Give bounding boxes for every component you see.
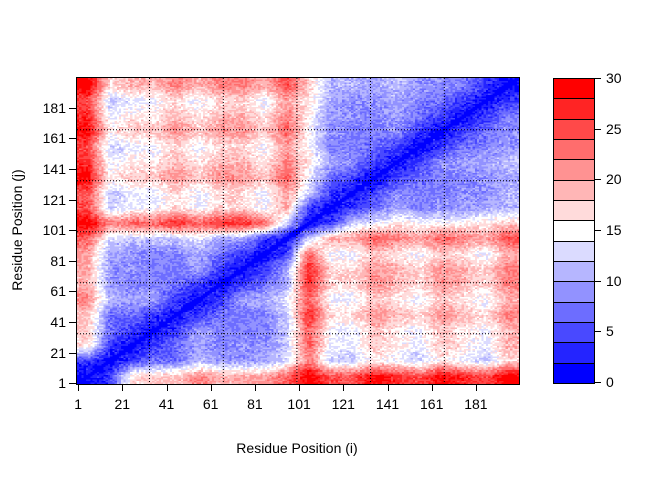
x-axis-tick xyxy=(210,385,212,391)
x-axis-tick xyxy=(475,385,477,391)
colorbar-segment xyxy=(554,99,594,120)
y-axis-tick xyxy=(69,138,76,140)
x-tick-label: 101 xyxy=(287,396,311,412)
y-axis-title: Residue Position (j) xyxy=(9,169,25,291)
y-axis-tick xyxy=(69,383,76,385)
x-tick-label: 41 xyxy=(158,396,175,412)
y-axis-tick xyxy=(69,291,76,293)
x-tick-label: 121 xyxy=(331,396,355,412)
colorbar-segment xyxy=(554,261,594,283)
colorbar-segment xyxy=(554,282,594,303)
colorbar-segment xyxy=(554,200,594,222)
grid-overlay xyxy=(77,78,519,384)
y-tick-label: 21 xyxy=(50,344,66,361)
y-tick-label: 41 xyxy=(50,314,66,330)
y-tick-label: 61 xyxy=(50,283,66,300)
heatmap-canvas xyxy=(77,78,519,384)
colorbar-segment xyxy=(554,343,594,364)
y-tick-label: 161 xyxy=(42,130,66,147)
colorbar-tick xyxy=(594,280,601,282)
plot-box xyxy=(76,77,520,385)
colorbar-tick-label: 15 xyxy=(606,222,622,238)
y-tick-label: 1 xyxy=(58,375,66,392)
colorbar-tick-label: 0 xyxy=(606,374,614,390)
y-axis-tick xyxy=(69,107,76,109)
y-tick-label: 121 xyxy=(42,191,66,208)
y-tick-label: 141 xyxy=(42,161,66,177)
colorbar-segment xyxy=(554,160,594,181)
x-tick-label: 161 xyxy=(420,396,444,412)
y-axis-tick xyxy=(69,260,76,262)
x-tick-label: 21 xyxy=(114,396,131,412)
colorbar-tick-label: 20 xyxy=(606,171,622,188)
x-axis-tick xyxy=(78,385,80,391)
colorbar-segment xyxy=(554,221,594,242)
colorbar-tick xyxy=(594,230,601,231)
x-axis-tick xyxy=(166,385,168,391)
y-tick-label: 181 xyxy=(42,99,66,116)
colorbar-segment xyxy=(554,302,594,323)
y-tick-label: 101 xyxy=(42,222,66,239)
y-axis-tick xyxy=(69,322,76,323)
x-tick-label: 81 xyxy=(247,396,263,412)
colorbar-segment xyxy=(554,79,594,100)
colorbar-tick xyxy=(594,331,601,333)
x-axis-tick xyxy=(299,385,301,391)
y-axis-tick xyxy=(69,352,76,354)
y-axis-tick xyxy=(69,230,76,232)
x-axis-title: Residue Position (i) xyxy=(236,440,358,456)
x-axis-tick xyxy=(343,385,345,391)
colorbar-segment xyxy=(554,139,594,161)
colorbar-segment xyxy=(554,180,594,201)
colorbar-tick-label: 10 xyxy=(606,272,622,289)
colorbar-tick xyxy=(594,128,601,130)
x-tick-label: 1 xyxy=(74,396,82,412)
x-axis-tick xyxy=(122,385,124,391)
x-axis-tick xyxy=(254,385,256,391)
colorbar-segment xyxy=(554,119,594,140)
colorbar-segment xyxy=(554,363,594,383)
colorbar-tick-label: 30 xyxy=(606,70,622,86)
y-axis-tick xyxy=(69,199,76,201)
y-axis-tick xyxy=(69,169,76,170)
colorbar-tick xyxy=(594,382,601,383)
colorbar-tick xyxy=(594,78,601,79)
colorbar xyxy=(553,78,595,384)
colorbar-tick-label: 5 xyxy=(606,323,614,340)
colorbar-tick-label: 25 xyxy=(606,120,622,137)
colorbar-tick xyxy=(594,179,601,181)
x-tick-label: 141 xyxy=(375,396,400,412)
colorbar-segment xyxy=(554,241,594,262)
y-tick-label: 81 xyxy=(50,252,66,269)
colorbar-segment xyxy=(554,322,594,344)
x-tick-label: 181 xyxy=(464,396,488,412)
x-axis-tick xyxy=(431,385,433,391)
x-tick-label: 61 xyxy=(202,396,219,412)
x-axis-tick xyxy=(387,385,389,391)
